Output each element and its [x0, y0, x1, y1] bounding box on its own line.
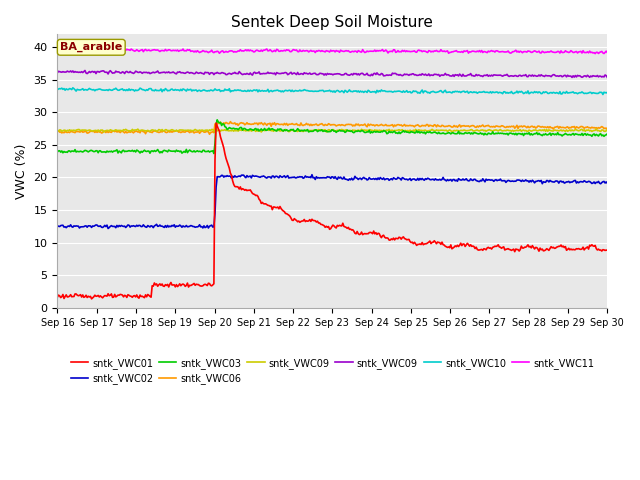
Text: BA_arable: BA_arable	[60, 42, 122, 52]
Y-axis label: VWC (%): VWC (%)	[15, 143, 28, 199]
Title: Sentek Deep Soil Moisture: Sentek Deep Soil Moisture	[232, 15, 433, 30]
Legend: sntk_VWC01, sntk_VWC02, sntk_VWC03, sntk_VWC06, sntk_VWC09, sntk_VWC09, sntk_VWC: sntk_VWC01, sntk_VWC02, sntk_VWC03, sntk…	[67, 354, 598, 388]
